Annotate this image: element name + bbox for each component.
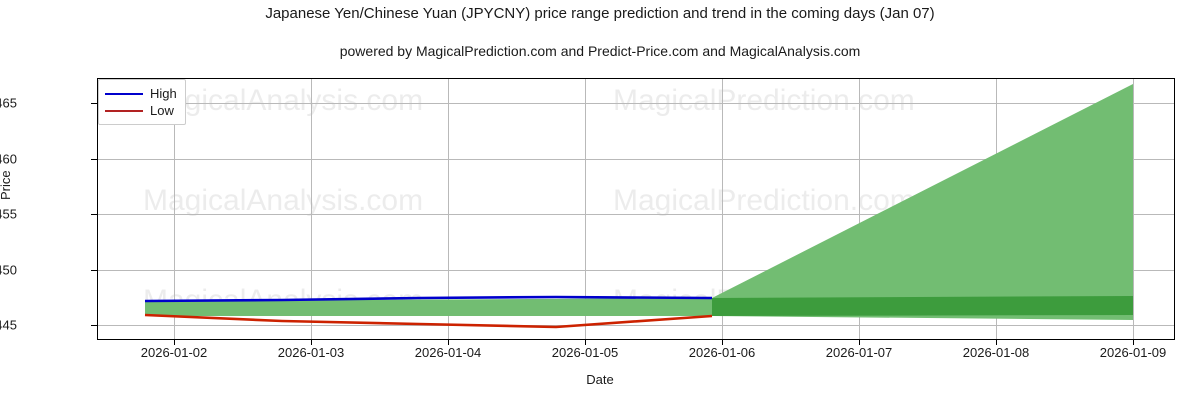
y-axis-label: Price (0, 170, 13, 200)
x-tick-mark (722, 340, 723, 345)
gridline-vertical (311, 78, 312, 340)
x-tick-mark (311, 340, 312, 345)
x-tick-mark (996, 340, 997, 345)
y-tick-mark (91, 158, 97, 160)
gridline-vertical (448, 78, 449, 340)
x-tick-label: 2026-01-09 (1099, 345, 1167, 360)
x-tick-label: 2026-01-05 (551, 345, 619, 360)
gridline-horizontal (97, 214, 1175, 215)
y-tick-label: 0.0460 (0, 151, 17, 166)
y-tick-mark (91, 103, 97, 104)
outer-range-cone (712, 84, 1133, 320)
y-tick-label: 0.0445 (0, 317, 17, 333)
inner-trend-cone (712, 296, 1133, 316)
y-tick-label: 0.0455 (0, 206, 17, 222)
gridline-vertical (1133, 78, 1134, 340)
x-tick-label: 2026-01-07 (825, 345, 893, 360)
y-tick-label: 0.0450 (0, 262, 17, 277)
y-tick-mark (91, 214, 97, 215)
legend-color-swatch-high (105, 92, 143, 95)
gridline-horizontal (97, 103, 1175, 104)
gridline-vertical (585, 78, 586, 340)
x-tick-mark (1133, 340, 1134, 345)
historical-range-band (145, 298, 712, 316)
x-axis-label: Date (586, 372, 614, 387)
gridline-vertical (174, 78, 175, 340)
chart-legend: High Low (98, 79, 186, 125)
x-tick-label: 2026-01-03 (277, 345, 345, 360)
legend-item-high: High (105, 85, 177, 102)
x-tick-label: 2026-01-04 (414, 345, 482, 360)
x-tick-mark (174, 340, 175, 345)
x-tick-mark (859, 340, 860, 345)
high-series-line (144, 295, 713, 303)
legend-label-low: Low (150, 103, 174, 118)
x-tick-label: 2026-01-02 (140, 345, 208, 360)
x-tick-label: 2026-01-08 (962, 345, 1030, 360)
gridline-horizontal (97, 269, 1175, 271)
plot-area: MagicalAnalysis.com MagicalPrediction.co… (97, 78, 1175, 340)
gridline-horizontal (97, 158, 1175, 160)
legend-item-low: Low (105, 102, 177, 119)
legend-color-swatch-low (105, 109, 143, 112)
y-tick-label: 0.0465 (0, 95, 17, 111)
x-tick-mark (585, 340, 586, 345)
series-svg (144, 84, 1133, 329)
gridline-horizontal (97, 325, 1175, 326)
gridline-vertical (722, 78, 723, 340)
legend-label-high: High (150, 86, 177, 101)
chart-subtitle: powered by MagicalPrediction.com and Pre… (339, 43, 861, 59)
x-tick-label: 2026-01-06 (688, 345, 756, 360)
y-tick-mark (91, 325, 97, 326)
chart-title: Japanese Yen/Chinese Yuan (JPYCNY) price… (265, 5, 935, 22)
y-tick-mark (91, 269, 97, 271)
x-tick-mark (448, 340, 449, 345)
low-series-line (144, 313, 713, 329)
gridline-vertical (859, 78, 860, 340)
